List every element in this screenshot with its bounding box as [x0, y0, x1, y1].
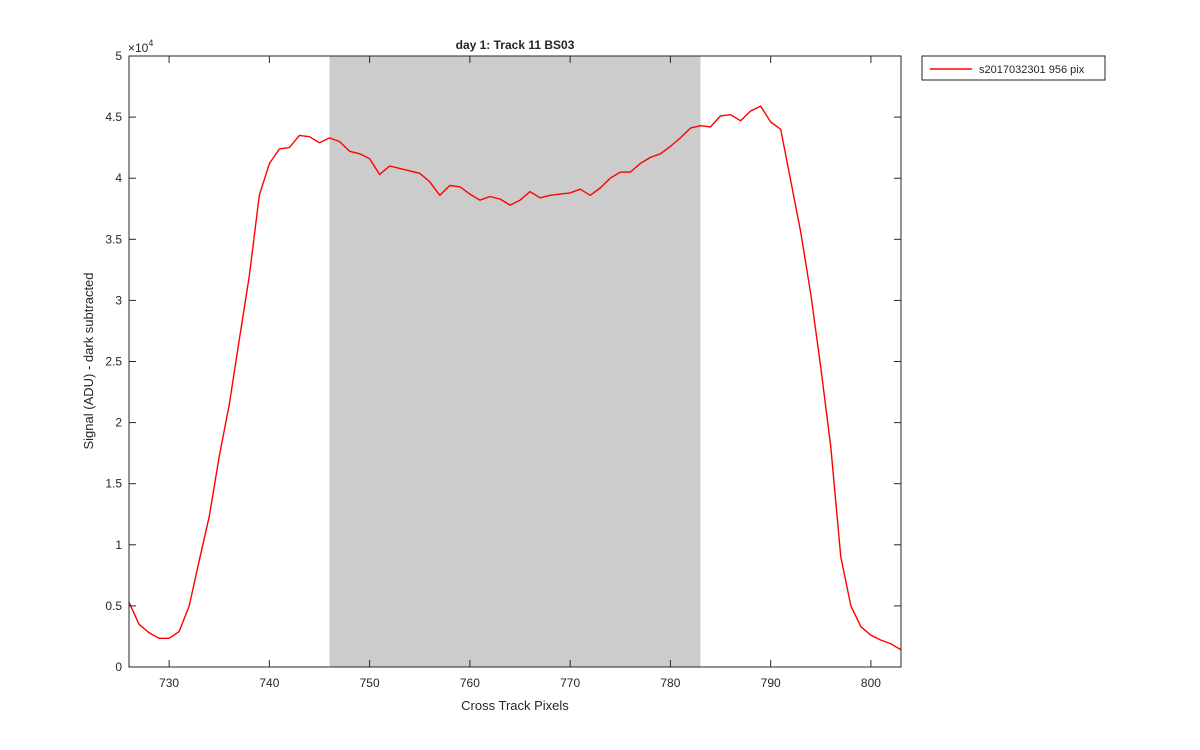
y-tick-label: 5 — [115, 49, 122, 63]
y-tick-label: 0 — [115, 660, 122, 674]
x-tick-label: 760 — [460, 676, 480, 690]
shaded-region — [329, 56, 701, 667]
y-exponent-base: ×10 — [128, 41, 149, 55]
x-tick-label: 740 — [259, 676, 279, 690]
y-tick-label: 4.5 — [105, 110, 122, 124]
legend-entry-label: s2017032301 956 pix — [979, 64, 1085, 76]
x-tick-label: 730 — [159, 676, 179, 690]
series-line — [128, 105, 902, 651]
y-exponent-power: 4 — [148, 38, 153, 48]
y-tick-label: 2 — [115, 416, 122, 430]
x-tick-label: 780 — [660, 676, 680, 690]
x-axis-label: Cross Track Pixels — [461, 698, 569, 713]
y-tick-label: 0.5 — [105, 599, 122, 613]
x-tick-label: 800 — [861, 676, 881, 690]
legend[interactable]: s2017032301 956 pix — [921, 55, 1106, 81]
x-tick-label: 750 — [360, 676, 380, 690]
y-tick-label: 4 — [115, 171, 122, 185]
y-tick-label: 3 — [115, 293, 122, 307]
y-tick-label: 1 — [115, 538, 122, 552]
y-tick-label: 3.5 — [105, 232, 122, 246]
y-tick-label: 2.5 — [105, 355, 122, 369]
y-tick-label: 1.5 — [105, 477, 122, 491]
chart-title: day 1: Track 11 BS03 — [456, 38, 575, 52]
x-tick-label: 770 — [560, 676, 580, 690]
y-exponent-label: ×104 — [128, 38, 153, 55]
legend-box — [921, 55, 1106, 81]
x-tick-label: 790 — [761, 676, 781, 690]
y-axis-label: Signal (ADU) - dark subtracted — [81, 272, 96, 449]
